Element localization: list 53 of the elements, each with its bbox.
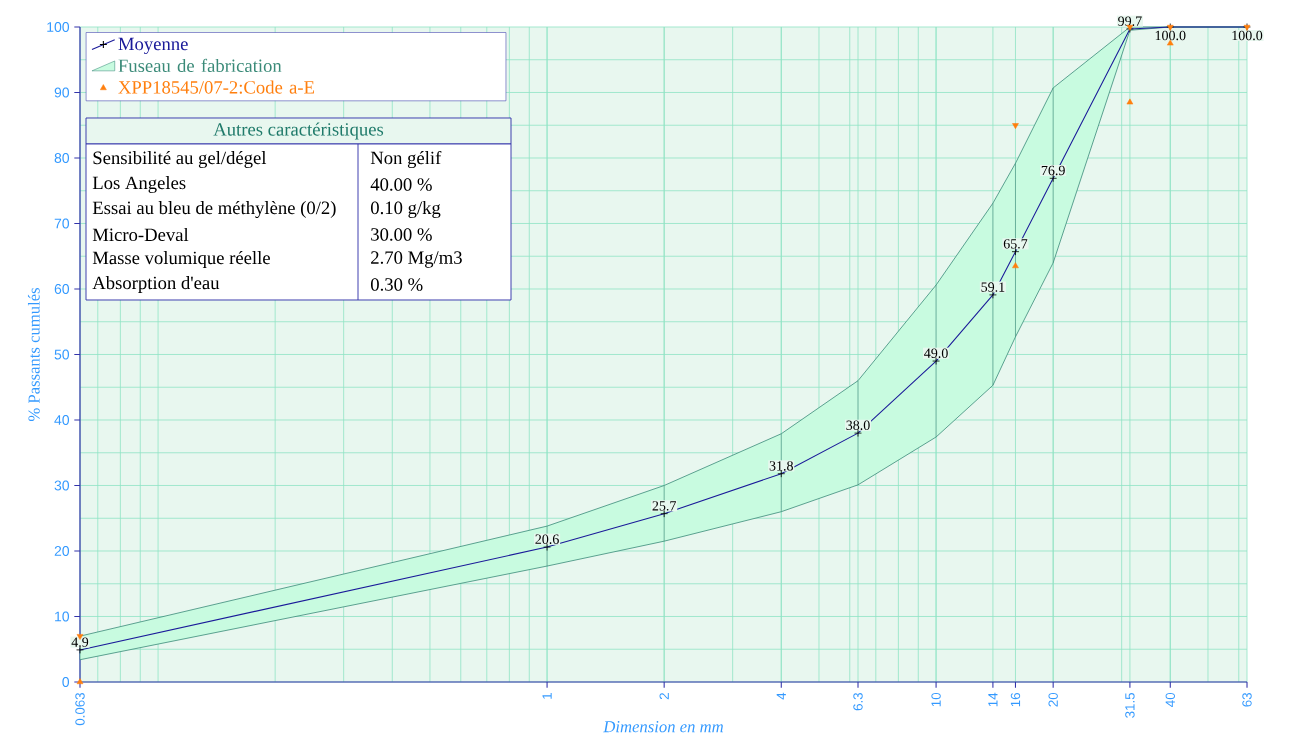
y-tick-label: 40 (54, 415, 70, 425)
y-tick-label: 50 (54, 349, 70, 360)
legend-label: XPP18545/07-2:Code a-E (118, 80, 315, 94)
legend-label: Fuseau de fabrication (118, 58, 282, 73)
data-label: 20.6 (535, 534, 559, 544)
y-tick-label: 100 (47, 22, 70, 32)
y-tick-label: 0 (62, 677, 70, 687)
data-label: 59.1 (981, 282, 1005, 292)
y-tick-label: 10 (55, 611, 70, 622)
data-label: 4.9 (71, 637, 89, 647)
x-tick-label: 1 (542, 693, 552, 699)
x-tick-label: 40 (1165, 692, 1175, 707)
annotation: Micro-Deval (92, 227, 189, 242)
x-tick-label: 2 (659, 693, 669, 700)
data-label: 76.9 (1041, 165, 1065, 176)
text: Autres caractéristiques (213, 122, 384, 140)
annotation: 30.00 % (371, 228, 432, 241)
x-tick-label: 0.063 (75, 692, 85, 726)
annotation: Non gélif (370, 150, 442, 169)
data-label: 65.7 (1003, 239, 1028, 249)
data-label: 49.0 (924, 348, 948, 358)
x-tick-label: 63 (1242, 692, 1252, 707)
annotation: 2.70 Mg/m3 (371, 251, 462, 268)
y-tick-label: 70 (54, 218, 70, 229)
y-tick-label: 90 (54, 87, 70, 98)
annotation: 0.30 % (370, 278, 423, 291)
x-tick-label: 4 (776, 692, 786, 700)
data-label: 38.0 (846, 420, 870, 431)
x-tick-label: 20 (1048, 692, 1058, 707)
y-tick-label: 20 (54, 546, 70, 556)
x-axis-title: Dimension en mm (603, 721, 723, 733)
y-tick-label: 60 (54, 284, 70, 294)
legend-label: Moyenne (118, 37, 188, 55)
x-tick-label: 10 (931, 692, 941, 707)
annotation: 0.10 g/kg (370, 200, 441, 218)
x-tick-label: 6.3 (853, 692, 863, 711)
y-tick-label: 80 (54, 153, 70, 163)
annotation: Absorption d'eau (92, 276, 220, 293)
data-label: 25.7 (652, 501, 676, 511)
data-label: 100.0 (1232, 30, 1263, 41)
annotation: Los Angeles (92, 176, 186, 193)
data-label: 100.0 (1155, 30, 1186, 41)
annotation: Masse volumique réelle (92, 251, 270, 268)
x-tick-label: 31.5 (1125, 692, 1135, 718)
annotation: Essai au bleu de méthylène (0/2) (92, 200, 336, 218)
y-axis-title: % Passants cumulés (27, 288, 40, 422)
annotation: Sensibilité au gel/dégel (93, 150, 267, 168)
annotation: 40.00 % (370, 178, 432, 191)
x-tick-label: 16 (1010, 692, 1021, 707)
y-tick-label: 30 (54, 480, 70, 491)
x-tick-label: 14 (988, 692, 998, 707)
data-label: 99.7 (1118, 16, 1142, 26)
data-label: 31.8 (769, 461, 793, 471)
